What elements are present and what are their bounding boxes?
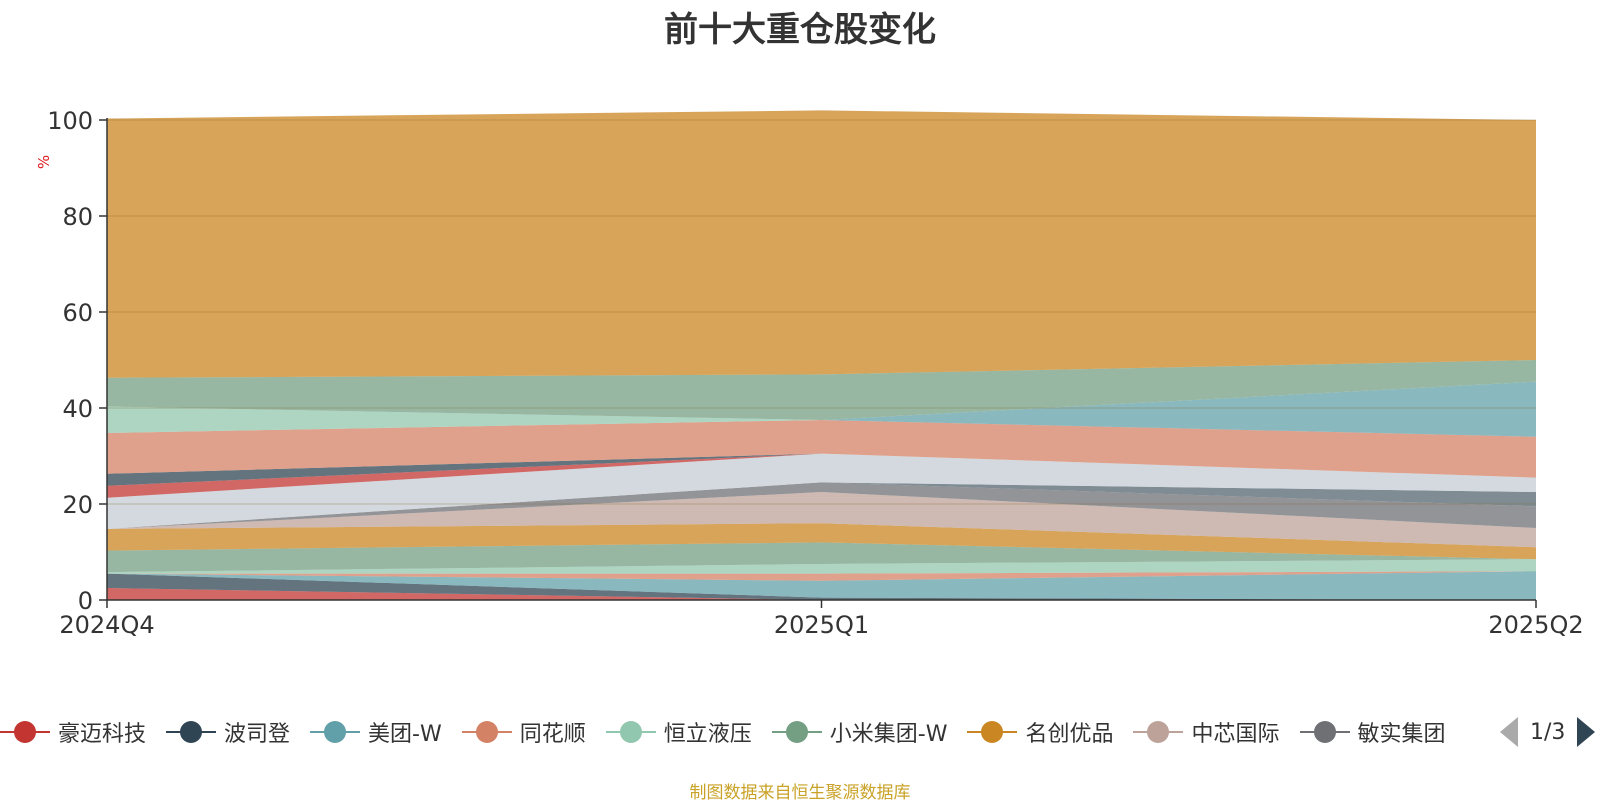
area-series-10: other-10: [107, 482, 1536, 529]
area-series-18: other-18: [107, 110, 1536, 378]
legend-label: 波司登: [224, 722, 291, 747]
legend-label: 美团-W: [368, 722, 442, 747]
legend-marker-icon: [605, 717, 656, 747]
area-series-2: 波司登: [107, 573, 1536, 600]
area-series-8: 中芯国际: [107, 492, 1536, 548]
legend-items: 豪迈科技 波司登 美团-W 同花顺 恒立液压 小米集团-W 名创优品 中芯国际 敏实集团: [0, 712, 1480, 752]
legend-marker-icon: [461, 717, 512, 747]
area-series-12: other-12: [107, 453, 1536, 498]
area-series-17: other-17: [107, 360, 1536, 420]
legend-label: 名创优品: [1025, 722, 1114, 747]
legend-marker-icon: [310, 717, 361, 747]
area-series-3: 美团-W: [107, 571, 1536, 600]
legend-item[interactable]: 敏实集团: [1299, 712, 1446, 752]
legend-item[interactable]: 中芯国际: [1133, 712, 1280, 752]
axes: [99, 118, 1537, 608]
axis-labels: 0 20 40 60 80 100 2024Q4 2025Q1 2025Q2%: [35, 107, 1584, 639]
x-tick-label: 2025Q1: [774, 611, 869, 639]
area-series-14: other-14: [107, 420, 1536, 478]
legend-item[interactable]: 波司登: [166, 712, 290, 752]
y-tick-label: 20: [62, 491, 93, 519]
legend-page-indicator: 1/3: [1530, 719, 1566, 745]
x-tick-label: 2024Q4: [59, 611, 154, 639]
area-series-11: other-11: [107, 453, 1536, 529]
area-series-group: 豪迈科技波司登美团-W同花顺恒立液压小米集团-W名创优品中芯国际敏实集团othe…: [107, 110, 1536, 600]
legend-item[interactable]: 名创优品: [967, 712, 1113, 752]
area-series-16: other-16: [107, 381, 1536, 433]
x-tick-label: 2025Q2: [1488, 611, 1583, 639]
legend-label: 恒立液压: [663, 722, 752, 747]
legend-prev-arrow-icon[interactable]: [1500, 717, 1518, 747]
legend-marker-icon: [0, 717, 50, 747]
legend-label: 豪迈科技: [58, 722, 147, 747]
chart-title: 前十大重仓股变化: [664, 10, 936, 50]
legend-label: 中芯国际: [1191, 722, 1280, 747]
source-note: 制图数据来自恒生聚源数据库: [689, 783, 911, 803]
legend-item[interactable]: 美团-W: [310, 712, 442, 752]
legend-label: 敏实集团: [1357, 722, 1446, 747]
legend-marker-icon: [967, 717, 1018, 747]
legend-marker-icon: [771, 717, 822, 747]
area-series-5: 恒立液压: [107, 559, 1536, 574]
legend-marker-icon: [1299, 717, 1350, 747]
legend-label: 同花顺: [519, 722, 586, 747]
area-series-9: 敏实集团: [107, 482, 1536, 529]
legend-label: 小米集团-W: [829, 722, 948, 747]
legend-item[interactable]: 小米集团-W: [771, 712, 948, 752]
legend-item[interactable]: 恒立液压: [605, 712, 752, 752]
y-tick-label: 60: [62, 299, 93, 327]
area-series-7: 名创优品: [107, 523, 1536, 560]
y-tick-label: 80: [62, 203, 93, 231]
area-series-15: other-15: [107, 381, 1536, 437]
area-series-1: 豪迈科技: [107, 588, 1536, 600]
legend-item[interactable]: 豪迈科技: [0, 712, 146, 752]
grid-lines: [107, 119, 1536, 505]
area-series-6: 小米集团-W: [107, 542, 1536, 573]
legend-next-arrow-icon[interactable]: [1577, 717, 1596, 747]
y-tick-label: 0: [78, 587, 93, 615]
chart-area: 豪迈科技波司登美团-W同花顺恒立液压小米集团-W名创优品中芯国际敏实集团othe…: [35, 107, 1584, 639]
legend-marker-icon: [166, 717, 217, 747]
legend-marker-icon: [1133, 717, 1184, 747]
legend-item[interactable]: 同花顺: [461, 712, 586, 752]
y-axis-label: %: [35, 155, 53, 169]
y-tick-label: 100: [47, 107, 93, 135]
y-tick-label: 40: [62, 395, 93, 423]
area-series-13: other-13: [107, 453, 1536, 486]
legend: 豪迈科技 波司登 美团-W 同花顺 恒立液压 小米集团-W 名创优品 中芯国际 敏实集团 1/3: [0, 712, 1600, 752]
legend-pager: 1/3: [1500, 712, 1596, 752]
